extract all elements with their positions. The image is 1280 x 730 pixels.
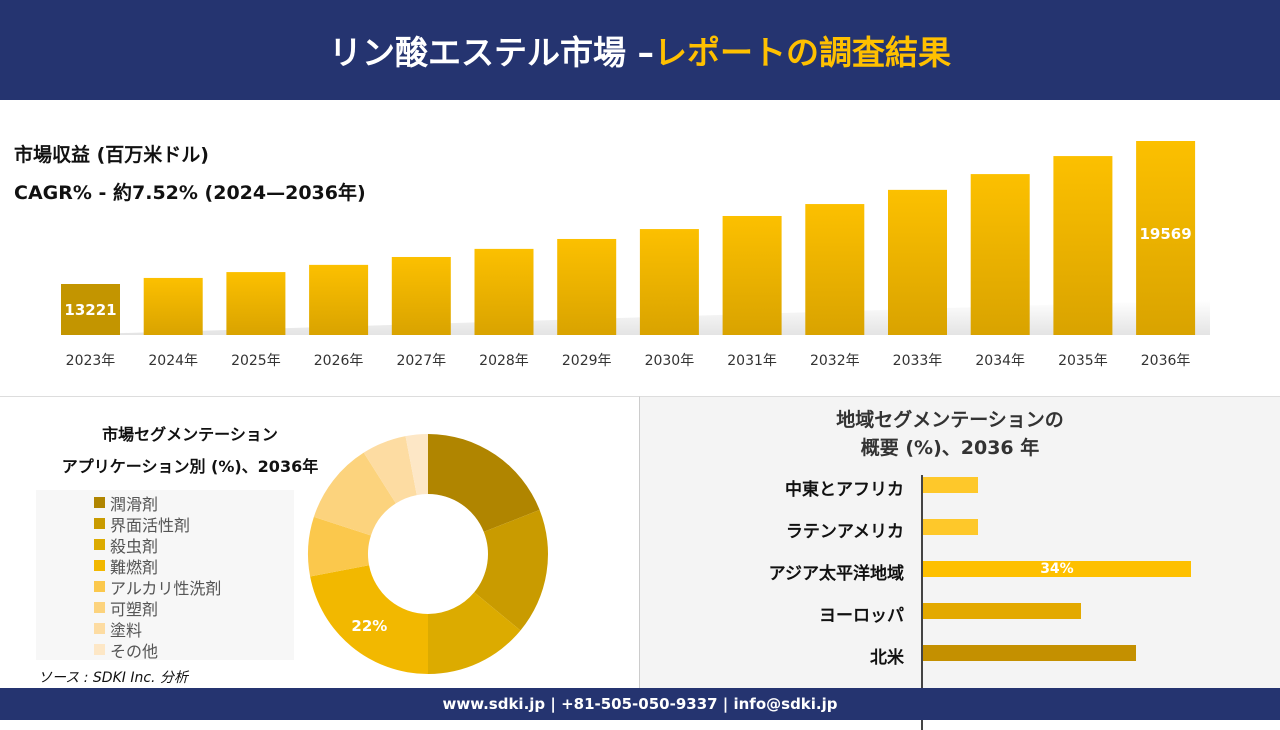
donut-slice bbox=[313, 452, 396, 536]
region-bar: 34% bbox=[923, 561, 1191, 577]
donut-slice bbox=[363, 436, 417, 504]
revenue-bar bbox=[1053, 156, 1113, 335]
year-label: 2026年 bbox=[314, 353, 364, 369]
legend-label: 難燃剤 bbox=[110, 557, 159, 577]
revenue-bar bbox=[888, 189, 947, 335]
region-bar bbox=[923, 645, 1136, 661]
legend-label: 殺虫剤 bbox=[110, 536, 159, 556]
legend-item: その他 bbox=[94, 639, 294, 661]
legend-label: その他 bbox=[110, 641, 159, 661]
donut-slice bbox=[474, 509, 548, 631]
revenue-bar bbox=[474, 248, 534, 335]
year-label: 2028年 bbox=[479, 353, 529, 369]
year-label: 2034年 bbox=[975, 353, 1025, 369]
region-label: ヨーロッパ bbox=[819, 606, 904, 626]
legend-item: 界面活性剤 bbox=[94, 513, 294, 535]
bar-value-label: 13221 bbox=[64, 301, 116, 319]
legend-label: 塗料 bbox=[110, 620, 143, 640]
bar-value-label: 19569 bbox=[1140, 225, 1192, 243]
revenue-bar bbox=[557, 238, 617, 335]
year-label: 2030年 bbox=[645, 353, 695, 369]
legend-item: 可塑剤 bbox=[94, 597, 294, 619]
revenue-bar-chart: 2023年 13221 2024年 2025年 2026年 2027年 2028年 2029年… bbox=[60, 141, 1210, 369]
year-label: 2033年 bbox=[893, 353, 943, 369]
revenue-bar bbox=[1136, 141, 1196, 335]
legend-item: 難燃剤 bbox=[94, 555, 294, 577]
legend-swatch bbox=[94, 602, 105, 613]
region-bar bbox=[923, 603, 1081, 619]
revenue-bar bbox=[226, 272, 286, 335]
legend-swatch bbox=[94, 518, 105, 529]
region-label: 北米 bbox=[870, 648, 904, 668]
donut-slice bbox=[428, 434, 540, 532]
legend-swatch bbox=[94, 497, 105, 508]
footer-contact: www.sdki.jp | +81-505-050-9337 | info@sd… bbox=[0, 688, 1280, 720]
legend-label: 可塑剤 bbox=[110, 599, 159, 619]
revenue-bar bbox=[970, 174, 1030, 335]
legend-label: 界面活性剤 bbox=[110, 515, 191, 535]
legend-item: 潤滑剤 bbox=[94, 492, 294, 514]
revenue-label: 市場収益 (百万米ドル) bbox=[14, 144, 209, 166]
donut-slice bbox=[308, 516, 371, 577]
cagr-label: CAGR% - 約7.52% (2024—2036年) bbox=[14, 182, 366, 204]
region-segment-panel: 地域セグメンテーションの 概要 (%)、2036 年 中東とアフリカ ラテンアメリ… bbox=[640, 396, 1280, 730]
source-note: ソース : SDKI Inc. 分析 bbox=[38, 670, 188, 686]
donut-slice bbox=[310, 565, 428, 674]
region-title-2: 概要 (%)、2036 年 bbox=[860, 437, 1040, 459]
application-donut-chart: 22% bbox=[308, 434, 548, 674]
title-main: リン酸エステル市場 – bbox=[329, 33, 654, 72]
revenue-bar bbox=[309, 264, 369, 335]
pie-legend: 潤滑剤 界面活性剤 殺虫剤 難燃剤 アルカリ性洗剤 可塑剤 塗料 その他 bbox=[36, 490, 294, 661]
year-label: 2029年 bbox=[562, 353, 612, 369]
year-label: 2032年 bbox=[810, 353, 860, 369]
region-label: アジア太平洋地域 bbox=[768, 564, 904, 584]
legend-label: 潤滑剤 bbox=[110, 494, 159, 514]
revenue-bar bbox=[61, 284, 120, 335]
region-label: 中東とアフリカ bbox=[785, 480, 904, 500]
legend-label: アルカリ性洗剤 bbox=[110, 578, 222, 598]
pie-title-1: 市場セグメンテーション bbox=[102, 425, 278, 444]
year-label: 2025年 bbox=[231, 353, 281, 369]
donut-slice bbox=[405, 434, 428, 496]
year-label: 2027年 bbox=[396, 353, 446, 369]
legend-swatch bbox=[94, 581, 105, 592]
year-label: 2035年 bbox=[1058, 353, 1108, 369]
donut-slice bbox=[428, 592, 521, 674]
revenue-bar bbox=[722, 215, 782, 335]
year-label: 2023年 bbox=[66, 353, 116, 369]
revenue-bar bbox=[391, 256, 451, 335]
region-label: ラテンアメリカ bbox=[785, 522, 904, 542]
title-highlight: レポートの調査結果 bbox=[654, 33, 951, 72]
year-label: 2024年 bbox=[148, 353, 198, 369]
revenue-bar bbox=[639, 229, 699, 335]
revenue-bar bbox=[805, 204, 865, 335]
header-banner: リン酸エステル市場 – レポートの調査結果 bbox=[0, 0, 1280, 100]
region-axis bbox=[921, 475, 923, 730]
region-bar bbox=[923, 519, 979, 535]
legend-item: アルカリ性洗剤 bbox=[94, 576, 294, 598]
legend-swatch bbox=[94, 560, 105, 571]
application-segment-panel: 市場セグメンテーション アプリケーション別 (%)、2036年 潤滑剤 界面活性剤… bbox=[0, 396, 640, 688]
legend-swatch bbox=[94, 623, 105, 634]
year-label: 2036年 bbox=[1141, 353, 1191, 369]
legend-swatch bbox=[94, 644, 105, 655]
slice-value-label: 22% bbox=[351, 617, 387, 635]
legend-item: 塗料 bbox=[94, 618, 294, 640]
legend-item: 殺虫剤 bbox=[94, 534, 294, 556]
pie-title-2: アプリケーション別 (%)、2036年 bbox=[61, 457, 319, 476]
region-bar bbox=[923, 477, 979, 493]
year-label: 2031年 bbox=[727, 353, 777, 369]
legend-swatch bbox=[94, 539, 105, 550]
region-title-1: 地域セグメンテーションの bbox=[836, 409, 1064, 431]
revenue-bar bbox=[143, 277, 203, 335]
